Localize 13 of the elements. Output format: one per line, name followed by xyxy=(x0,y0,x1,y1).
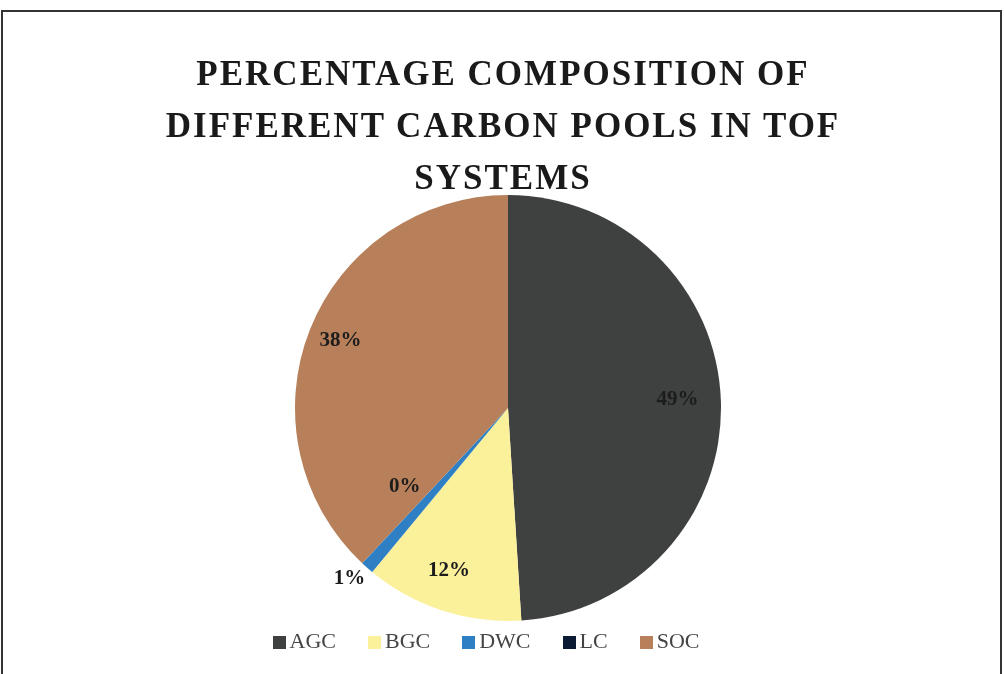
legend-label: DWC xyxy=(479,628,531,653)
pie-slice xyxy=(295,195,508,564)
data-label: 12% xyxy=(428,557,471,582)
pie-slice xyxy=(508,195,721,621)
data-label: 38% xyxy=(319,326,362,351)
chart-title: PERCENTAGE COMPOSITION OF DIFFERENT CARBON POOLS IN TOF SYSTEMS xyxy=(164,53,842,199)
legend-label: SOC xyxy=(656,628,700,653)
text: 0% xyxy=(389,472,421,497)
legend-label: BGC xyxy=(384,628,431,653)
legend-label: LC xyxy=(579,628,608,653)
pie-slice xyxy=(372,408,522,621)
legend-label: AGC xyxy=(289,628,336,653)
data-label: 1% xyxy=(333,565,366,590)
